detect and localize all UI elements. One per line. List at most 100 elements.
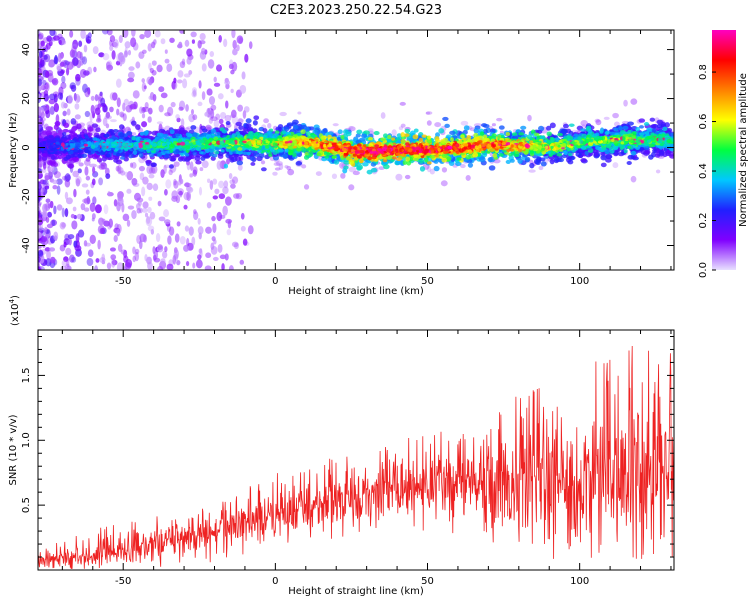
noise-blob	[238, 37, 243, 45]
noise-blob	[109, 106, 114, 113]
noise-blob	[139, 207, 143, 214]
noise-blob	[83, 197, 91, 205]
noise-blob	[212, 223, 217, 234]
band-blob	[600, 162, 607, 168]
halo-blob	[215, 113, 221, 121]
halo-blob	[391, 129, 397, 137]
noise-blob	[157, 244, 163, 250]
halo-blob	[612, 112, 619, 119]
noise-blob	[164, 246, 168, 253]
noise-blob	[42, 203, 48, 213]
noise-blob	[124, 171, 128, 177]
halo-blob	[263, 118, 270, 124]
noise-blob	[94, 107, 101, 116]
noise-blob	[147, 116, 152, 123]
band-blob	[648, 154, 654, 160]
band-blob	[658, 152, 665, 157]
band-blob	[651, 123, 657, 129]
noise-blob	[176, 260, 181, 266]
noise-blob	[109, 247, 116, 252]
band-blob	[356, 129, 363, 135]
noise-blob	[52, 185, 58, 190]
noise-blob	[192, 262, 196, 269]
noise-blob	[95, 117, 102, 123]
band-blob	[627, 154, 635, 160]
noise-blob	[171, 80, 178, 90]
noise-blob	[210, 242, 215, 250]
noise-blob	[183, 244, 190, 252]
band-blob	[656, 119, 664, 125]
noise-blob	[217, 64, 221, 71]
noise-blob	[206, 178, 211, 184]
halo-blob	[260, 160, 266, 165]
noise-blob	[63, 256, 69, 262]
noise-blob	[45, 198, 51, 203]
noise-blob	[44, 44, 49, 53]
noise-blob	[142, 201, 149, 209]
band-blob	[580, 157, 587, 163]
noise-blob	[225, 196, 232, 206]
noise-blob	[48, 61, 55, 68]
noise-blob	[139, 240, 143, 250]
noise-blob	[113, 199, 118, 207]
noise-blob	[139, 34, 145, 40]
noise-blob	[131, 210, 137, 220]
noise-blob	[91, 213, 96, 220]
noise-blob	[82, 83, 88, 93]
halo-blob	[612, 162, 619, 169]
band-blob	[87, 126, 94, 132]
noise-blob	[143, 85, 147, 90]
band-blob	[236, 160, 244, 166]
band-blob	[482, 123, 490, 128]
halo-blob	[496, 117, 503, 122]
band-blob	[509, 158, 515, 163]
noise-blob	[106, 64, 114, 71]
noise-blob	[75, 73, 81, 82]
noise-blob	[101, 30, 109, 35]
noise-blob	[130, 37, 137, 48]
band-blob	[179, 155, 185, 161]
noise-blob	[127, 205, 135, 210]
noise-blob	[40, 40, 45, 47]
halo-blob	[491, 123, 496, 127]
noise-blob	[120, 249, 128, 255]
band-blob	[412, 134, 419, 140]
band-blob	[337, 129, 343, 135]
noise-blob	[204, 265, 212, 270]
band-blob	[253, 115, 260, 121]
noise-blob	[223, 180, 229, 189]
noise-blob	[99, 227, 106, 234]
noise-blob	[106, 262, 112, 270]
noise-blob	[218, 180, 225, 189]
noise-blob	[40, 44, 46, 52]
noise-blob	[90, 95, 95, 101]
noise-blob	[134, 251, 139, 262]
noise-blob	[224, 253, 229, 261]
noise-blob	[127, 71, 135, 79]
noise-blob	[64, 60, 71, 66]
noise-blob	[167, 235, 172, 245]
noise-blob	[228, 63, 234, 70]
noise-blob	[60, 39, 67, 45]
noise-blob	[160, 258, 166, 265]
band-blob	[179, 130, 187, 135]
halo-blob	[434, 122, 442, 128]
noise-blob	[48, 247, 56, 252]
band-blob	[361, 133, 368, 138]
band-blob	[433, 165, 440, 172]
halo-blob	[42, 168, 47, 173]
noise-blob	[160, 92, 168, 99]
noise-blob	[109, 92, 116, 101]
noise-blob	[84, 166, 89, 176]
noise-blob	[71, 43, 78, 50]
noise-blob	[137, 200, 142, 206]
noise-blob	[132, 255, 136, 263]
band-blob	[613, 127, 619, 132]
noise-blob	[82, 56, 88, 65]
noise-blob	[148, 78, 153, 86]
band-blob	[487, 156, 493, 163]
noise-blob	[173, 178, 177, 186]
noise-blob	[164, 188, 168, 196]
band-blob	[593, 151, 599, 157]
band-blob	[145, 159, 152, 164]
